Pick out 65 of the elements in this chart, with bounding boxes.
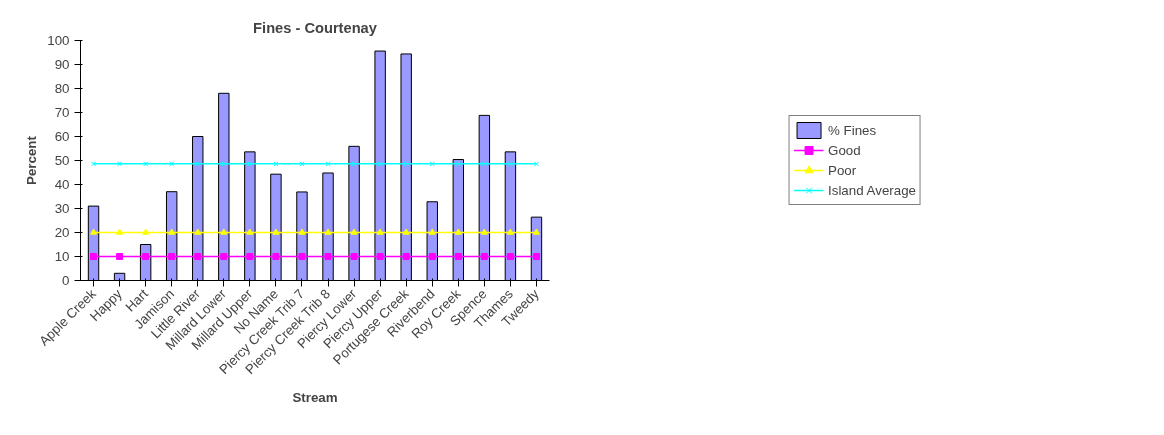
y-tick-label: 0 <box>62 273 70 288</box>
point <box>480 253 488 260</box>
point <box>376 253 384 260</box>
point <box>351 161 357 167</box>
point <box>298 253 306 260</box>
y-tick-label: 80 <box>54 81 70 96</box>
y-tick-label: 10 <box>54 249 70 264</box>
point <box>324 253 332 260</box>
point <box>90 253 98 260</box>
point <box>298 228 306 235</box>
point <box>143 161 149 167</box>
legend-label: % Fines <box>828 122 877 138</box>
point <box>142 228 150 235</box>
y-tick-label: 70 <box>54 105 70 120</box>
y-tick-label: 20 <box>54 225 70 240</box>
point <box>532 253 540 260</box>
point <box>195 161 201 167</box>
y-tick-label: 50 <box>54 153 70 168</box>
point <box>454 228 462 235</box>
point <box>168 228 176 235</box>
y-tick-label: 100 <box>47 33 70 48</box>
y-tick-label: 40 <box>54 177 70 192</box>
point <box>376 228 384 235</box>
point <box>116 253 124 260</box>
point <box>325 161 331 167</box>
legend-label: Good <box>828 142 861 158</box>
point <box>480 228 488 235</box>
legend-label: Island Average <box>828 182 916 198</box>
point <box>402 253 410 260</box>
point <box>221 161 227 167</box>
point <box>220 228 228 235</box>
point <box>350 228 358 235</box>
point <box>90 228 98 235</box>
point <box>506 253 514 260</box>
point <box>324 228 332 235</box>
y-tick-label: 60 <box>54 129 70 144</box>
y-axis-title: Percent <box>24 135 40 185</box>
legend-label: Poor <box>828 162 857 178</box>
point <box>168 253 176 260</box>
point <box>429 161 435 167</box>
y-tick-label: 30 <box>54 201 70 216</box>
point <box>454 253 462 260</box>
point <box>403 161 409 167</box>
point <box>169 161 175 167</box>
point <box>194 253 202 260</box>
point <box>116 228 124 235</box>
y-tick-label: 90 <box>54 57 70 72</box>
point <box>481 161 487 167</box>
point <box>272 228 280 235</box>
point <box>273 161 279 167</box>
point <box>272 253 280 260</box>
point <box>377 161 383 167</box>
point <box>142 253 150 260</box>
point <box>506 228 514 235</box>
chart-title: Fines - Courtenay <box>253 19 378 36</box>
x-axis-title: Stream <box>292 390 338 406</box>
point <box>116 161 123 167</box>
point <box>455 161 461 167</box>
point <box>402 228 410 235</box>
point <box>194 228 202 235</box>
point <box>507 161 514 167</box>
point <box>350 253 358 260</box>
point <box>532 228 540 235</box>
point <box>299 161 305 167</box>
point <box>220 253 228 260</box>
